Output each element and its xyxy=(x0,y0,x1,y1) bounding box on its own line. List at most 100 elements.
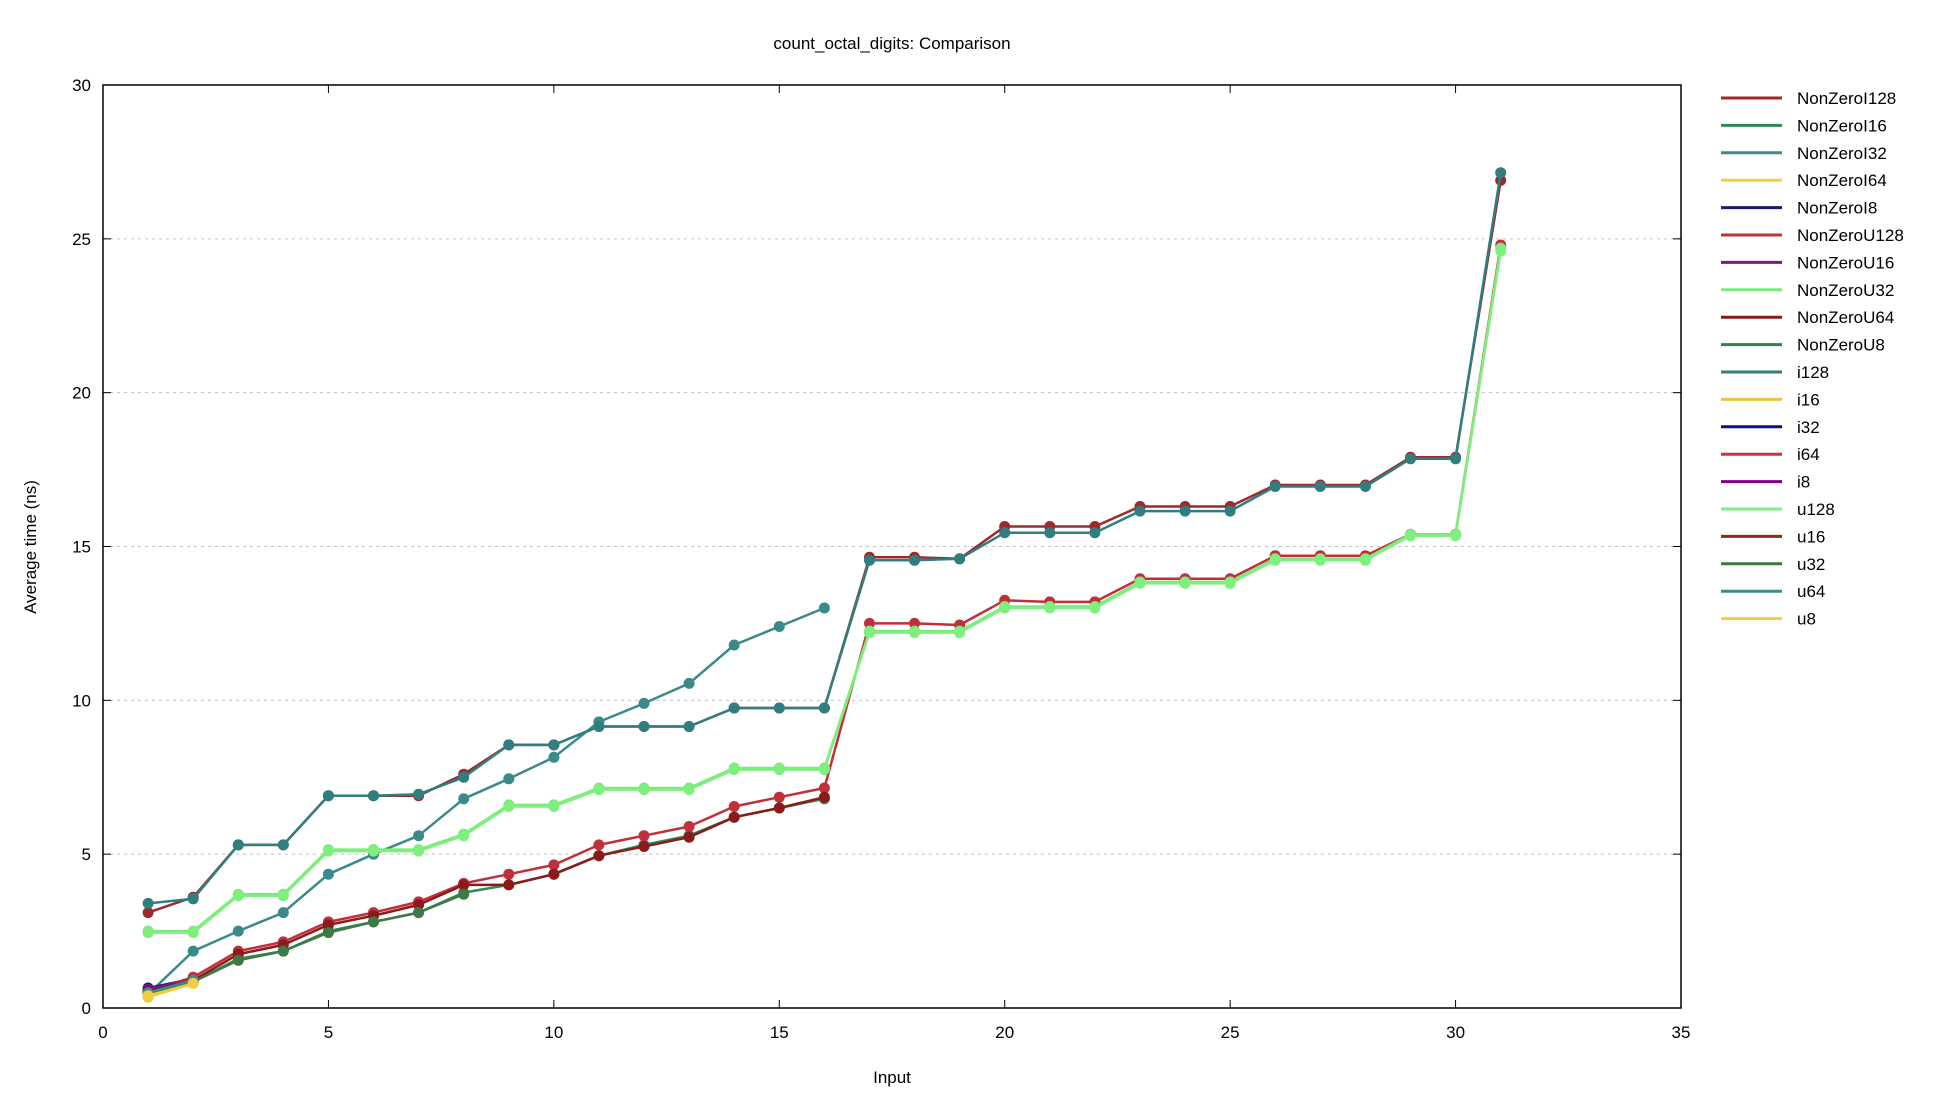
data-point xyxy=(954,553,966,565)
data-point xyxy=(322,868,334,880)
data-point xyxy=(593,721,605,732)
data-point xyxy=(1450,530,1462,542)
data-point xyxy=(773,764,785,776)
x-tick-label: 25 xyxy=(1221,1023,1240,1042)
data-point xyxy=(548,859,560,871)
legend-label: NonZeroU16 xyxy=(1797,253,1894,272)
data-point xyxy=(818,702,830,714)
chart-title: count_octal_digits: Comparison xyxy=(773,34,1010,53)
legend-label: i8 xyxy=(1797,473,1810,492)
data-point xyxy=(1134,505,1146,517)
legend-label: u64 xyxy=(1797,582,1825,601)
data-point xyxy=(142,907,154,919)
data-point xyxy=(368,916,379,928)
series-i128 xyxy=(142,167,1507,909)
legend-label: i16 xyxy=(1797,390,1820,409)
data-point xyxy=(413,845,425,857)
data-point xyxy=(1450,453,1462,465)
data-point xyxy=(368,790,379,802)
data-point xyxy=(232,890,244,902)
legend-entry: NonZeroU64 xyxy=(1721,308,1894,327)
legend-label: i32 xyxy=(1797,418,1820,437)
data-point xyxy=(1089,602,1101,614)
legend-entry: i32 xyxy=(1721,418,1820,437)
x-tick-label: 15 xyxy=(770,1023,789,1042)
axes: 0 5 10 15 20 25 30 0 5 10 15 20 25 30 35 xyxy=(72,76,1690,1042)
data-point xyxy=(1224,577,1236,589)
data-point xyxy=(1044,602,1056,614)
data-point xyxy=(277,890,289,902)
legend-label: NonZeroU32 xyxy=(1797,281,1894,300)
data-point xyxy=(1495,167,1507,179)
data-point xyxy=(503,801,515,812)
data-point xyxy=(187,893,199,905)
legend-label: NonZeroU64 xyxy=(1797,308,1894,327)
series-NonZeroU64 xyxy=(142,791,830,999)
x-tick-label: 5 xyxy=(324,1023,333,1042)
data-point xyxy=(773,791,785,803)
y-tick-label: 5 xyxy=(82,845,91,864)
data-point xyxy=(1405,530,1416,542)
data-point xyxy=(368,845,379,857)
data-point xyxy=(1359,481,1371,492)
data-point xyxy=(638,697,650,709)
legend-entry: i64 xyxy=(1721,445,1820,464)
series-line xyxy=(147,982,194,997)
data-point xyxy=(548,739,560,751)
data-point xyxy=(548,751,560,763)
data-point xyxy=(683,821,695,832)
data-point xyxy=(187,927,199,939)
data-point xyxy=(818,602,830,614)
data-point xyxy=(909,617,920,629)
data-point xyxy=(458,771,470,783)
data-point xyxy=(909,627,920,639)
y-tick-label: 20 xyxy=(72,384,91,403)
data-point xyxy=(277,945,289,957)
data-point xyxy=(773,702,785,714)
data-point xyxy=(277,839,289,851)
legend-label: NonZeroI8 xyxy=(1797,199,1877,218)
data-point xyxy=(413,899,425,911)
data-point xyxy=(818,791,830,803)
data-point xyxy=(593,784,605,796)
data-point xyxy=(503,739,515,751)
data-point xyxy=(232,925,244,937)
series-line xyxy=(147,795,825,994)
data-point xyxy=(503,773,515,785)
data-point xyxy=(1179,505,1191,517)
data-point xyxy=(1314,481,1326,492)
data-point xyxy=(503,868,515,880)
data-point xyxy=(548,801,560,812)
series-line xyxy=(147,893,465,996)
legend-entry: u16 xyxy=(1721,527,1825,546)
data-point xyxy=(638,784,650,796)
x-tick-label: 0 xyxy=(98,1023,107,1042)
legend-entry: NonZeroU128 xyxy=(1721,226,1904,245)
data-point xyxy=(954,627,966,639)
legend-label: u32 xyxy=(1797,555,1825,574)
data-point xyxy=(1224,505,1236,517)
legend-entry: u32 xyxy=(1721,555,1825,574)
data-point xyxy=(1134,577,1146,589)
y-axis-label: Average time (ns) xyxy=(21,480,40,614)
legend-label: NonZeroI32 xyxy=(1797,144,1887,163)
legend-entry: NonZeroI8 xyxy=(1721,199,1877,218)
y-tick-label: 0 xyxy=(82,999,91,1018)
data-point xyxy=(728,702,740,714)
legend-entry: NonZeroU8 xyxy=(1721,336,1885,355)
data-point xyxy=(1495,245,1507,257)
legend-entry: NonZeroI128 xyxy=(1721,89,1896,108)
y-tick-label: 30 xyxy=(72,76,91,95)
data-point xyxy=(864,554,875,566)
data-point xyxy=(638,830,650,842)
data-point xyxy=(413,830,425,842)
data-point xyxy=(999,527,1011,539)
legend-label: u8 xyxy=(1797,610,1816,629)
data-point xyxy=(909,554,920,566)
y-tick-label: 10 xyxy=(72,691,91,710)
data-point xyxy=(458,888,470,900)
legend-entry: u64 xyxy=(1721,582,1825,601)
data-point xyxy=(728,764,740,776)
data-point xyxy=(593,839,605,851)
